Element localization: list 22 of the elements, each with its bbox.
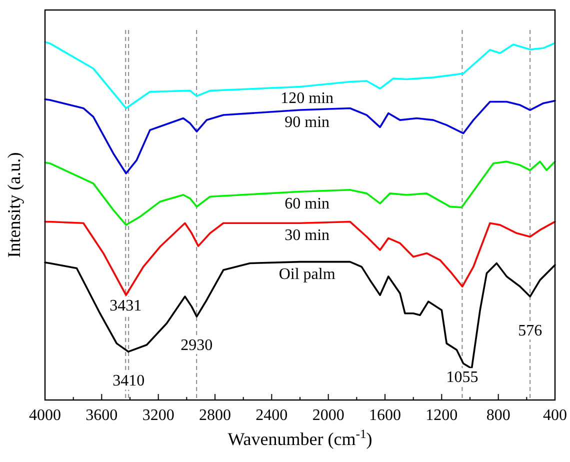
series-label: 60 min [284,195,330,212]
y-axis-title: Intensity (a.u.) [4,152,24,258]
annotation: 576 [518,322,542,340]
x-tick-label: 1200 [426,407,458,424]
x-axis-title: Wavenumber (cm$^{-1}$) [228,427,372,449]
x-tick-label: 2000 [312,407,344,424]
annotation: 3431 [110,298,142,314]
x-tick-label: 1600 [369,407,401,424]
x-tick-label: 4000 [29,407,61,424]
x-tick-label: 400 [543,407,567,424]
x-tick-label: 2400 [256,407,288,424]
series-label: 120 min [280,90,334,108]
x-tick-label: 3600 [86,407,118,424]
series-label: Oil palm [278,266,336,283]
x-tick-label: 3200 [142,407,174,424]
annotation: 2930 [180,336,213,354]
annotation: 3410 [112,372,145,390]
series-label: 90 min [284,114,330,131]
series-label: 30 min [284,226,330,244]
x-tick-label: 800 [486,407,510,424]
x-tick-label: 2800 [199,407,231,424]
annotation: 1055 [446,369,478,386]
